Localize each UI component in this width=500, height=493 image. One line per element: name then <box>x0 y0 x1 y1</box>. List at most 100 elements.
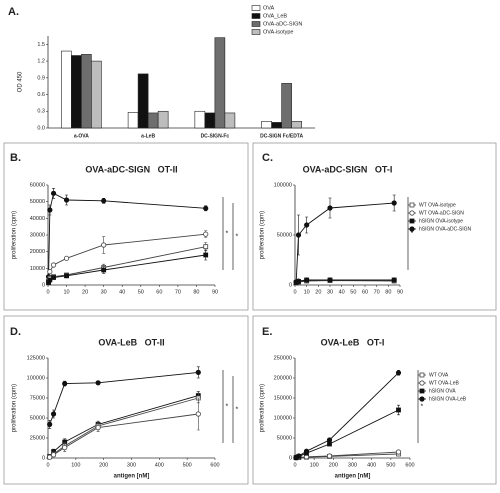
y-tick-label: 60000 <box>30 182 45 188</box>
y-tick-label: 0.0 <box>37 125 45 131</box>
legend-label: OVA-isotype <box>263 29 293 35</box>
series-line <box>50 414 199 457</box>
x-tick-label: 10 <box>304 289 310 295</box>
marker <box>101 243 105 247</box>
marker <box>296 233 300 237</box>
bar <box>292 121 302 128</box>
x-tick-label: 200 <box>329 462 338 468</box>
y-tick-label: 0 <box>42 455 45 461</box>
legend-label: OVA-aDC-SIGN <box>263 21 302 27</box>
x-tick-label: 60 <box>156 289 162 295</box>
bar <box>158 111 168 128</box>
annotation: * <box>236 406 239 413</box>
panel-label: A. <box>8 6 19 18</box>
x-tick-label: 300 <box>348 462 357 468</box>
marker <box>102 268 106 272</box>
legend-marker <box>420 389 424 393</box>
marker <box>47 422 51 426</box>
marker <box>51 412 55 416</box>
x-tick-label: 0 <box>46 289 49 295</box>
x-tick-label: DC-SIGN-Fc <box>201 133 230 139</box>
marker <box>204 245 208 249</box>
y-tick-label: 0.3 <box>37 109 45 115</box>
legend-marker <box>410 203 414 207</box>
x-tick-label: 20 <box>315 289 321 295</box>
marker <box>392 278 396 282</box>
marker <box>204 232 208 236</box>
y-tick-label: 1.5 <box>37 42 45 48</box>
x-tick-label: 0 <box>293 289 296 295</box>
legend-label: OVA <box>263 5 275 11</box>
legend-label: WT OVA-LeB <box>429 380 459 386</box>
legend-label: hSIGN OVA-isotype <box>419 218 463 224</box>
marker <box>297 454 301 458</box>
x-tick-label: 400 <box>367 462 376 468</box>
marker <box>64 256 68 260</box>
chart-title: OVA-LeB OT-II <box>98 337 164 347</box>
x-tick-label: 500 <box>183 462 192 468</box>
y-tick-label: 100000 <box>27 375 45 381</box>
y-tick-label: 50000 <box>30 199 45 205</box>
legend-swatch <box>252 6 260 11</box>
annotation: * <box>236 233 239 240</box>
marker <box>62 381 66 385</box>
series-line <box>49 234 206 280</box>
marker <box>196 412 200 416</box>
series-line <box>49 255 206 283</box>
marker <box>396 371 400 375</box>
marker <box>96 381 100 385</box>
series-line <box>49 193 206 276</box>
x-tick-label: 20 <box>82 289 88 295</box>
bar <box>272 122 282 128</box>
x-tick-label: a-OVA <box>74 133 89 139</box>
x-tick-label: 300 <box>127 462 136 468</box>
series-line <box>49 247 206 282</box>
marker <box>96 425 100 429</box>
y-tick-label: 50000 <box>277 232 292 238</box>
panel-label: B. <box>10 152 21 164</box>
bar <box>205 113 215 128</box>
legend-label: WT OVA <box>429 372 449 378</box>
marker <box>294 280 298 284</box>
marker <box>51 453 55 457</box>
series-line <box>296 373 398 457</box>
series-line <box>296 410 398 458</box>
x-tick-label: 200 <box>99 462 108 468</box>
marker <box>101 199 105 203</box>
legend-marker <box>410 219 414 223</box>
x-tick-label: 60 <box>362 289 368 295</box>
y-tick-label: 40000 <box>30 216 45 222</box>
x-axis-label: antigen [nM] <box>335 474 371 480</box>
x-tick-label: 80 <box>193 289 199 295</box>
legend-label: WT OVA-isotype <box>419 202 456 208</box>
y-tick-label: 50000 <box>30 415 45 421</box>
series-line <box>50 398 199 457</box>
y-tick-label: 0.6 <box>37 92 45 98</box>
marker <box>51 191 55 195</box>
chart-title: OVA-LeB OT-I <box>321 337 385 347</box>
x-tick-label: 40 <box>119 289 125 295</box>
x-tick-label: 90 <box>212 289 218 295</box>
bar <box>195 111 205 128</box>
x-tick-label: 70 <box>175 289 181 295</box>
x-tick-label: 0 <box>293 462 296 468</box>
marker <box>327 438 331 442</box>
marker <box>204 253 208 257</box>
legend-label: OVA_LeB <box>263 13 287 19</box>
y-tick-label: 0 <box>289 455 292 461</box>
marker <box>196 370 200 374</box>
y-tick-label: 1.2 <box>37 59 45 65</box>
bar <box>71 56 81 128</box>
bar <box>215 38 225 128</box>
marker <box>396 450 400 454</box>
legend-label: WT OVA-aDC-SIGN <box>419 210 464 216</box>
bar <box>128 112 138 128</box>
panel-label: C. <box>262 152 273 164</box>
bar <box>262 121 272 128</box>
marker <box>304 449 308 453</box>
bar <box>91 61 101 128</box>
x-tick-label: 80 <box>385 289 391 295</box>
legend-swatch <box>252 30 260 35</box>
x-tick-label: 50 <box>350 289 356 295</box>
y-tick-label: 250000 <box>274 355 292 361</box>
